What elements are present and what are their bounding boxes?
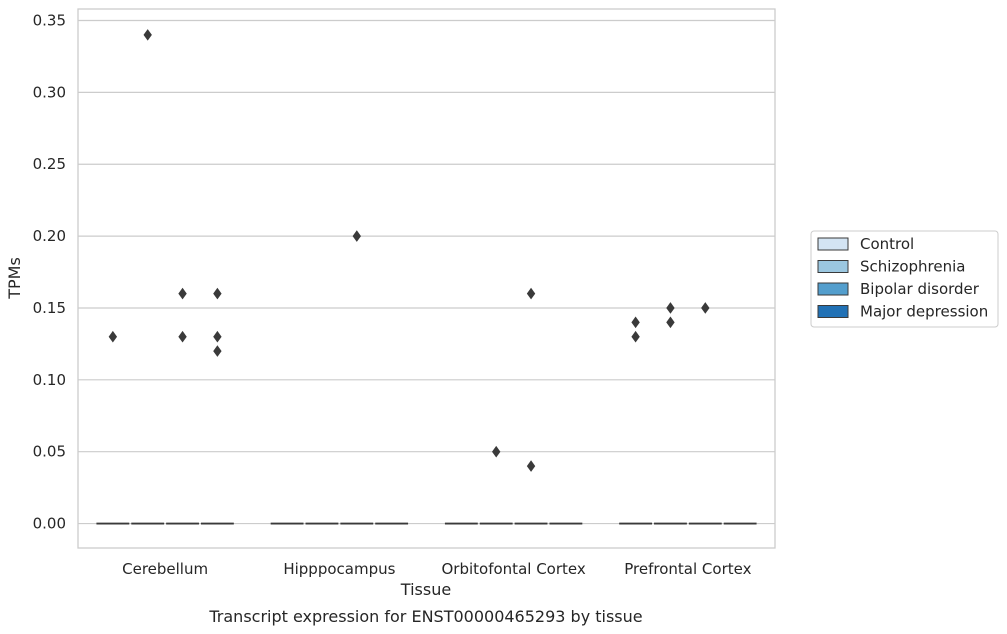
y-tick-labels: 0.00 0.05 0.10 0.15 0.20 0.25 0.30 0.35 [33, 11, 66, 532]
chart-caption: Transcript expression for ENST0000046529… [208, 607, 642, 626]
y-tick-label: 0.15 [33, 299, 66, 317]
outlier-point [352, 230, 361, 242]
x-tick-label: Prefrontal Cortex [624, 560, 751, 578]
outlier-point [666, 302, 675, 314]
y-tick-label: 0.05 [33, 443, 66, 461]
grid-lines [78, 19, 775, 525]
legend-swatch [817, 282, 849, 296]
y-tick-label: 0.35 [33, 11, 66, 29]
outlier-point [213, 345, 222, 357]
plot-frame [77, 8, 776, 549]
outlier-point [213, 330, 222, 343]
y-tick-label: 0.25 [33, 155, 66, 173]
legend-swatch [817, 237, 849, 251]
outlier-point [526, 287, 536, 300]
legend-entry: Bipolar disorder [860, 280, 980, 298]
outlier-point [631, 316, 640, 329]
legend: Control Schizophrenia Bipolar disorder Majo… [810, 230, 999, 328]
y-tick-label: 0.20 [33, 227, 66, 245]
outlier-point [526, 460, 536, 472]
outlier-point [108, 330, 118, 343]
x-axis-label: Tissue [400, 580, 451, 599]
outlier-point [701, 302, 710, 314]
outlier-point [666, 316, 675, 329]
legend-swatch [817, 260, 849, 273]
y-tick-label: 0.10 [33, 371, 66, 389]
x-tick-label: Orbitofontal Cortex [442, 560, 586, 578]
x-tick-label: Hipppocampus [283, 560, 395, 578]
outlier-point [178, 287, 187, 300]
outlier-point [492, 445, 501, 458]
x-tick-labels: Cerebellum Hipppocampus Orbitofontal Corte… [122, 560, 751, 578]
outlier-points [108, 29, 710, 472]
legend-swatch [817, 305, 849, 318]
y-tick-label: 0.30 [33, 83, 66, 101]
outlier-point [213, 287, 222, 300]
outlier-point [143, 29, 152, 41]
outlier-point [178, 330, 187, 343]
legend-entry: Schizophrenia [860, 258, 965, 276]
legend-entry: Major depression [860, 303, 988, 321]
legend-frame [810, 230, 999, 328]
x-tick-label: Cerebellum [122, 560, 208, 578]
y-axis-label: TPMs [5, 257, 24, 300]
legend-entry: Control [860, 235, 914, 253]
y-tick-label: 0.00 [33, 515, 66, 533]
outlier-point [631, 330, 640, 343]
